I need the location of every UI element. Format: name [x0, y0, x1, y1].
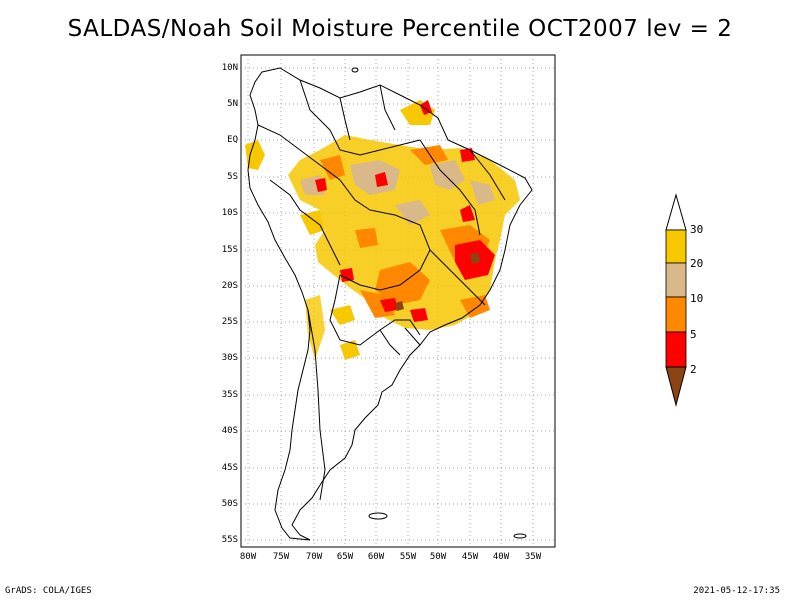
- lon-label: 45W: [461, 552, 479, 562]
- lat-label: 40S: [221, 426, 238, 436]
- islands: [351, 67, 527, 539]
- lat-label: 20S: [221, 281, 238, 291]
- coastline: [247, 67, 533, 541]
- lat-label: 10N: [221, 63, 238, 73]
- lon-label: 65W: [336, 552, 354, 562]
- lon-label: 35W: [524, 552, 542, 562]
- lon-label: 80W: [239, 552, 257, 562]
- lon-label: 40W: [492, 552, 510, 562]
- colorbar-label: 2: [690, 363, 697, 376]
- colorbar-bottom-arrow: [665, 366, 687, 407]
- soil-moisture-shading: [245, 100, 520, 360]
- colorbar-label: 20: [690, 257, 704, 270]
- lat-label: 5S: [227, 172, 238, 182]
- colorbar-label: 5: [690, 328, 697, 341]
- colorbar-label: 10: [690, 292, 704, 305]
- lat-label: 25S: [221, 317, 238, 327]
- lat-label: 30S: [221, 353, 238, 363]
- lat-label: 45S: [221, 463, 238, 473]
- lat-label: 5N: [227, 99, 238, 109]
- lon-label: 50W: [429, 552, 447, 562]
- colorbar-segment-10-20: [665, 262, 687, 298]
- footer-timestamp: 2021-05-12-17:35: [693, 586, 780, 596]
- lat-label: 50S: [221, 499, 238, 509]
- colorbar-top-arrow: [665, 193, 687, 231]
- colorbar-label: 30: [690, 223, 704, 236]
- chart-title: SALDAS/Noah Soil Moisture Percentile OCT…: [67, 16, 733, 42]
- lat-label: EQ: [227, 135, 238, 145]
- colorbar: [665, 193, 687, 407]
- lat-label: 15S: [221, 245, 238, 255]
- lon-label: 60W: [367, 552, 385, 562]
- colorbar-segment-5-10: [665, 296, 687, 333]
- lon-label: 70W: [305, 552, 323, 562]
- colorbar-segment-2-5: [665, 331, 687, 368]
- colorbar-segment-20-30: [665, 229, 687, 264]
- lat-label: 10S: [221, 208, 238, 218]
- footer-credit: GrADS: COLA/IGES: [5, 586, 92, 596]
- lon-label: 75W: [272, 552, 290, 562]
- lat-label: 35S: [221, 390, 238, 400]
- lat-label: 55S: [221, 535, 238, 545]
- lon-label: 55W: [399, 552, 417, 562]
